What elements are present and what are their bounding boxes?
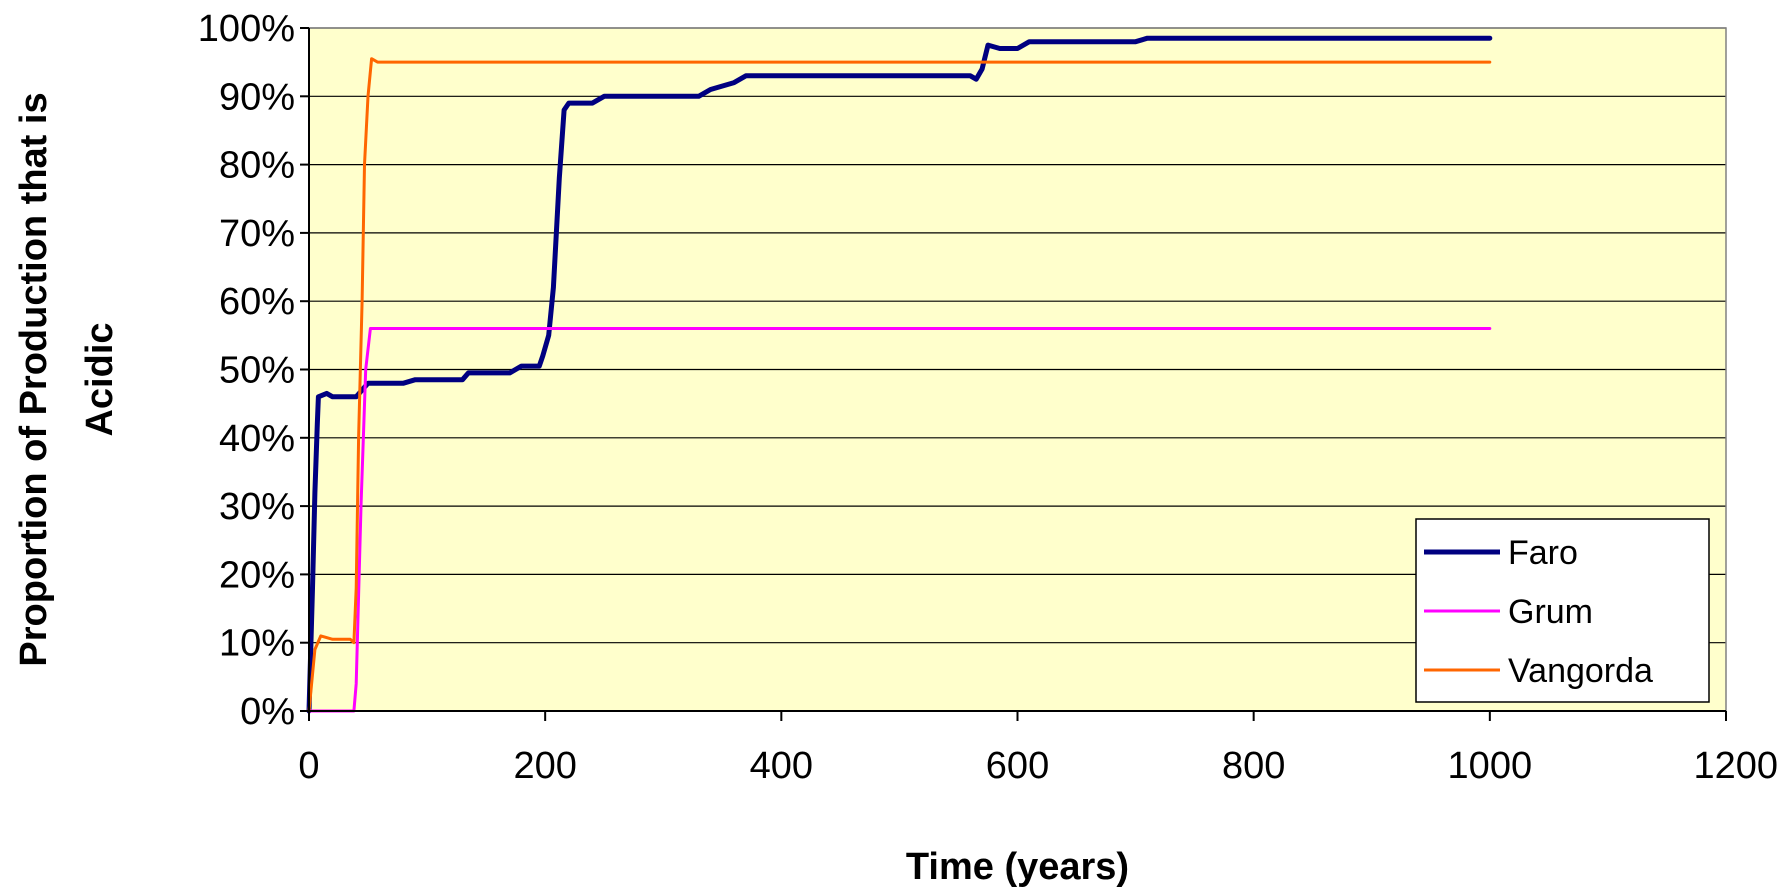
legend-label-grum: Grum [1508,593,1593,631]
y-tick-label: 20% [219,554,295,596]
y-tick-labels: 0% 10% 20% 30% 40% 50% 60% 70% 80% 90% 100% [198,8,309,733]
y-axis-title: Proportion of Production that is Acidic [13,92,121,666]
x-axis-title: Time (years) [906,846,1129,888]
y-tick-label: 70% [219,213,295,255]
y-tick-label: 0% [240,691,295,733]
x-tick-labels: 0 200 400 600 800 1000 1200 [298,711,1778,787]
y-tick-label: 60% [219,281,295,323]
x-tick-label: 1000 [1448,745,1533,787]
legend: Faro Grum Vangorda [1415,518,1710,703]
y-tick-label: 50% [219,350,295,392]
y-tick-label: 100% [198,8,295,50]
y-tick-label: 90% [219,76,295,118]
y-axis-title-line-2: Acidic [79,322,121,436]
x-tick-label: 0 [298,745,319,787]
y-tick-label: 30% [219,486,295,528]
x-tick-label: 800 [1222,745,1285,787]
legend-label-vangorda: Vangorda [1508,652,1653,690]
y-tick-label: 40% [219,418,295,460]
y-tick-label: 80% [219,145,295,187]
y-axis-title-line-1: Proportion of Production that is [13,92,55,666]
x-tick-label: 1200 [1693,745,1778,787]
x-tick-label: 400 [750,745,813,787]
x-tick-label: 600 [986,745,1049,787]
x-tick-label: 200 [513,745,576,787]
y-tick-label: 10% [219,623,295,665]
legend-label-faro: Faro [1508,534,1578,572]
series-line-faro [306,35,1493,714]
series-line-vangorda [307,57,1492,713]
